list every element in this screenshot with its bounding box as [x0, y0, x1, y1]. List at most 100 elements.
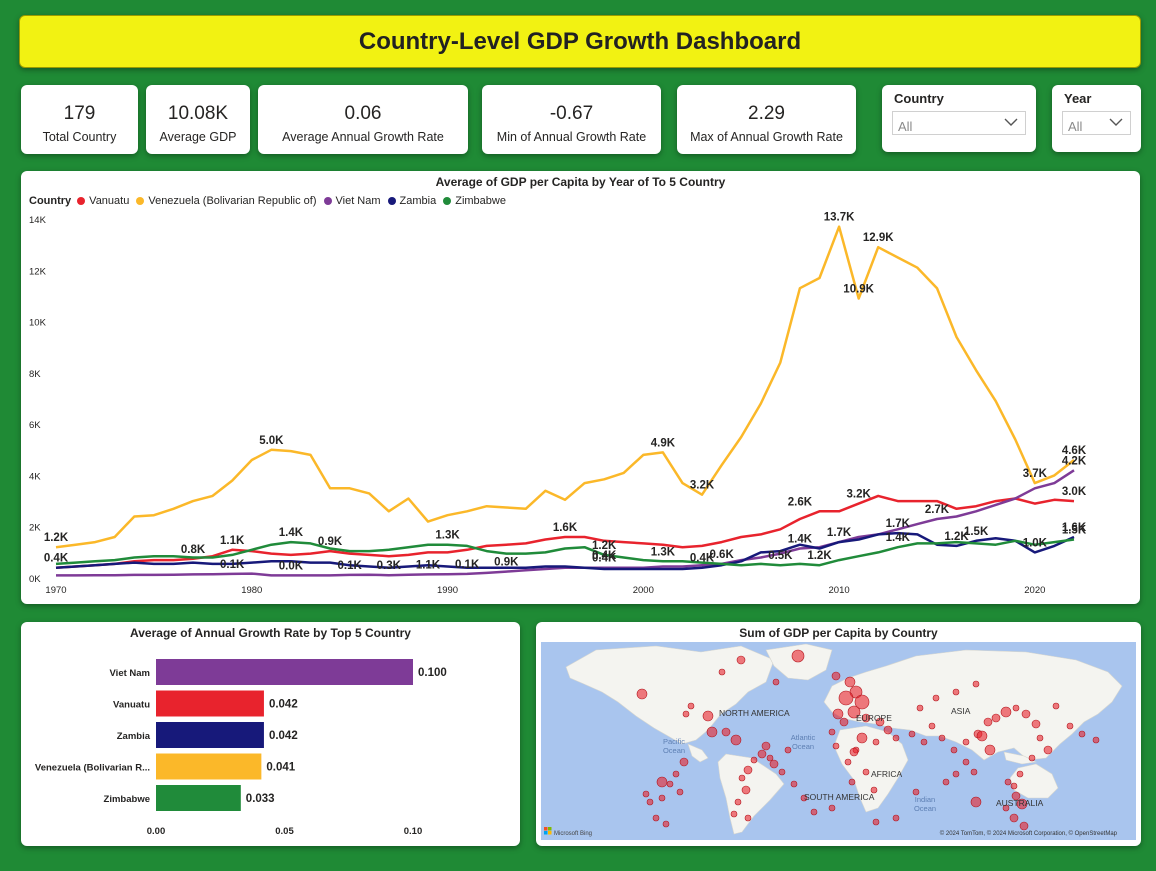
bar-venezuela-bolivarian-r[interactable]: [156, 753, 262, 780]
map-bubble[interactable]: [828, 728, 836, 736]
legend-item-viet-nam[interactable]: Viet Nam: [323, 195, 381, 207]
map-bubble[interactable]: [1011, 791, 1021, 801]
map-bubble[interactable]: [892, 734, 900, 742]
map-bubble[interactable]: [838, 690, 854, 706]
map-bubble[interactable]: [766, 754, 774, 762]
map-bubble[interactable]: [679, 757, 689, 767]
map-bubble[interactable]: [706, 726, 718, 738]
map-bubble[interactable]: [642, 790, 650, 798]
map-bubble[interactable]: [784, 746, 792, 754]
map-bubble[interactable]: [1004, 778, 1012, 786]
map-bubble[interactable]: [741, 785, 751, 795]
map-bubble[interactable]: [938, 734, 946, 742]
map-bubble[interactable]: [962, 758, 970, 766]
bar-zambia[interactable]: [156, 722, 264, 748]
year-dropdown[interactable]: All: [1062, 111, 1131, 135]
map-bubble[interactable]: [1031, 719, 1041, 729]
map-bubble[interactable]: [757, 749, 767, 759]
map-bubble[interactable]: [920, 738, 928, 746]
map-bubble[interactable]: [916, 704, 924, 712]
map-bubble[interactable]: [1016, 770, 1024, 778]
map-bubble[interactable]: [761, 741, 771, 751]
legend-item-venezuela-bolivarian-republic-of[interactable]: Venezuela (Bolivarian Republic of): [136, 195, 317, 207]
kpi-total-country[interactable]: 179 Total Country: [21, 85, 138, 154]
map-bubble[interactable]: [875, 717, 885, 727]
map-bubble[interactable]: [984, 744, 996, 756]
map-bubble[interactable]: [772, 678, 780, 686]
country-dropdown[interactable]: All: [892, 111, 1026, 135]
map-bubble[interactable]: [844, 676, 856, 688]
map-bubble[interactable]: [932, 694, 940, 702]
map-bubble[interactable]: [658, 794, 666, 802]
map-attribution[interactable]: © 2024 TomTom, © 2024 Microsoft Corporat…: [940, 830, 1118, 837]
map-bubble[interactable]: [721, 727, 731, 737]
map-bubble[interactable]: [702, 710, 714, 722]
map-bubble[interactable]: [892, 814, 900, 822]
map-bubble[interactable]: [738, 774, 746, 782]
map-bubble[interactable]: [778, 768, 786, 776]
map-bubble[interactable]: [844, 758, 852, 766]
map-bubble[interactable]: [730, 734, 742, 746]
map-bubble[interactable]: [1036, 734, 1044, 742]
map-bubble[interactable]: [861, 713, 871, 723]
map-bubble[interactable]: [848, 778, 856, 786]
map-bubble[interactable]: [839, 717, 849, 727]
map-bubble[interactable]: [791, 649, 805, 663]
map-bubble[interactable]: [872, 818, 880, 826]
bar-viet-nam[interactable]: [156, 659, 413, 685]
map-bubble[interactable]: [832, 742, 840, 750]
kpi-min-annual-growth-rate[interactable]: -0.67 Min of Annual Growth Rate: [482, 85, 661, 154]
map-bubble[interactable]: [810, 808, 818, 816]
map-bubble[interactable]: [736, 655, 746, 665]
map-bubble[interactable]: [962, 738, 970, 746]
series-line-zambia[interactable]: [55, 531, 1075, 571]
map-bubble[interactable]: [970, 796, 982, 808]
map-bubble[interactable]: [952, 770, 960, 778]
map-bubble[interactable]: [672, 770, 680, 778]
map-bubble[interactable]: [1078, 730, 1086, 738]
map-bubble[interactable]: [847, 705, 861, 719]
map-bubble[interactable]: [856, 732, 868, 744]
map-bubble[interactable]: [832, 708, 844, 720]
map-bubble[interactable]: [1028, 754, 1036, 762]
series-line-zimbabwe[interactable]: [55, 538, 1075, 567]
map-bubble[interactable]: [790, 780, 798, 788]
map-bubble[interactable]: [718, 668, 726, 676]
map-bubble[interactable]: [952, 688, 960, 696]
series-line-vanuatu[interactable]: [55, 494, 1075, 569]
map-bubble[interactable]: [849, 747, 859, 757]
map-bubble[interactable]: [1000, 706, 1012, 718]
bar-zimbabwe[interactable]: [156, 785, 241, 811]
world-map[interactable]: NORTH AMERICA EUROPE ASIA AFRICA SOUTH AMERI…: [536, 622, 1141, 846]
map-bubble[interactable]: [750, 756, 758, 764]
map-bubble[interactable]: [828, 804, 836, 812]
kpi-max-annual-growth-rate[interactable]: 2.29 Max of Annual Growth Rate: [677, 85, 856, 154]
legend-item-zambia[interactable]: Zambia: [387, 195, 436, 207]
map-bubble[interactable]: [1043, 745, 1053, 755]
map-bubble[interactable]: [942, 778, 950, 786]
map-bubble[interactable]: [983, 717, 993, 727]
map-bubble[interactable]: [976, 730, 988, 742]
map-bubble[interactable]: [1019, 821, 1029, 831]
map-bubble[interactable]: [908, 730, 916, 738]
map-bubble[interactable]: [743, 765, 753, 775]
map-bubble[interactable]: [676, 788, 684, 796]
map-bubble[interactable]: [1010, 782, 1018, 790]
series-line-venezuela-bolivarian-republic-of[interactable]: [55, 225, 1075, 549]
kpi-average-gdp[interactable]: 10.08K Average GDP: [146, 85, 250, 154]
map-bubble[interactable]: [662, 820, 670, 828]
map-bubble[interactable]: [646, 798, 654, 806]
map-bubble[interactable]: [1066, 722, 1074, 730]
map-bubble[interactable]: [1012, 704, 1020, 712]
map-bubble[interactable]: [734, 798, 742, 806]
map-bubble[interactable]: [687, 702, 695, 710]
map-bubble[interactable]: [1052, 702, 1060, 710]
map-bubble[interactable]: [656, 776, 668, 788]
map-bubble[interactable]: [950, 746, 958, 754]
map-bubble[interactable]: [912, 788, 920, 796]
map-bubble[interactable]: [1092, 736, 1100, 744]
legend-item-zimbabwe[interactable]: Zimbabwe: [443, 195, 506, 207]
map-bubble[interactable]: [682, 710, 690, 718]
map-bubble[interactable]: [652, 814, 660, 822]
map-bubble[interactable]: [666, 780, 674, 788]
